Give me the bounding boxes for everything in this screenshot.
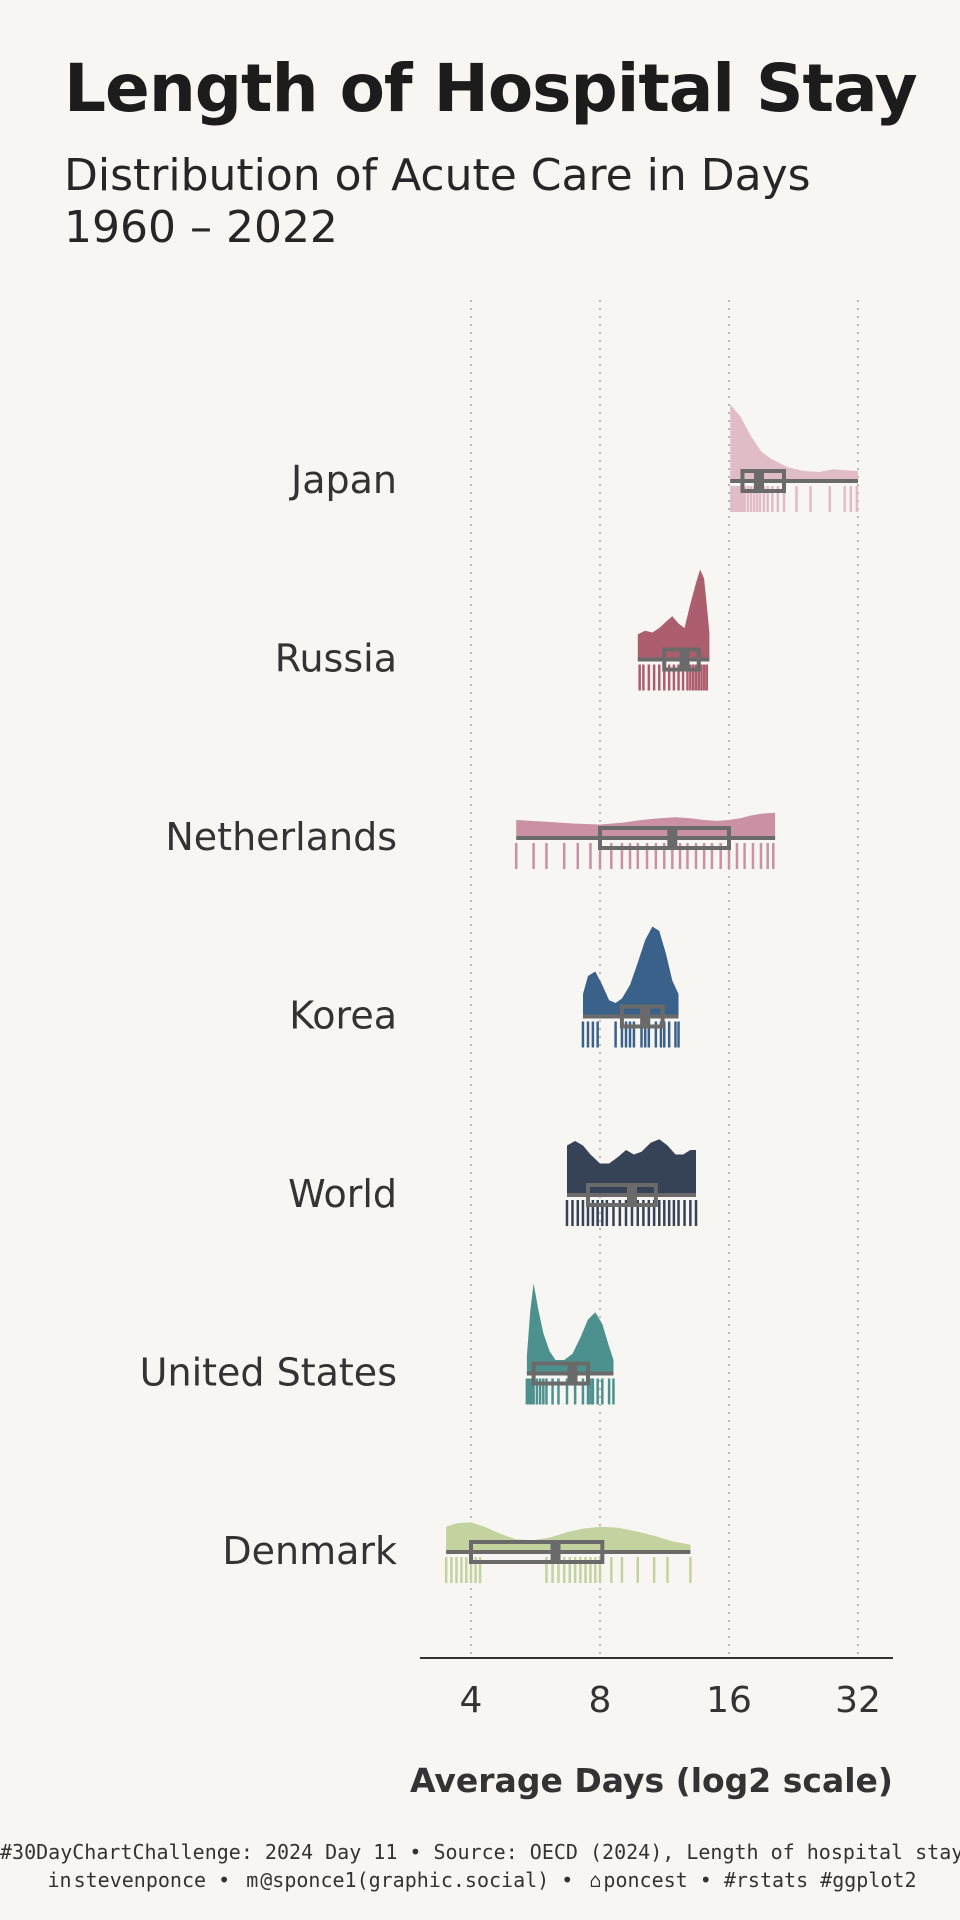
iqr-box bbox=[469, 1540, 605, 1564]
grid-lines bbox=[470, 300, 859, 1655]
x-axis-title: Average Days (log2 scale) bbox=[410, 1761, 893, 1800]
iqr-box bbox=[740, 469, 786, 493]
y-label: Russia bbox=[275, 637, 397, 681]
cloud-netherlands bbox=[514, 812, 776, 869]
caption-line-1: #30DayChartChallenge: 2024 Day 11 • Sour… bbox=[0, 1840, 960, 1864]
median-marker bbox=[550, 1544, 561, 1560]
y-label: World bbox=[288, 1172, 397, 1216]
density-area bbox=[730, 404, 858, 481]
median-marker bbox=[679, 651, 690, 668]
mastodon-handle[interactable]: @sponce1(graphic.social) bbox=[260, 1868, 550, 1892]
median-marker bbox=[754, 473, 765, 489]
cloud-korea bbox=[581, 926, 680, 1048]
caption-line-2: in stevenponce • m @sponce1(graphic.social… bbox=[0, 1866, 960, 1894]
density-area bbox=[567, 1139, 696, 1195]
cloud-united-states bbox=[525, 1283, 615, 1405]
median-marker bbox=[567, 1365, 578, 1382]
linkedin-handle[interactable]: stevenponce bbox=[73, 1868, 207, 1892]
raincloud-chart: Japan Russia Netherlands Korea World United S… bbox=[140, 300, 893, 1800]
cloud-denmark bbox=[444, 1522, 692, 1583]
y-label: Netherlands bbox=[165, 815, 397, 859]
density-area bbox=[526, 1283, 614, 1374]
x-tick-label: 32 bbox=[835, 1680, 881, 1721]
caption-tags: #rstats #ggplot2 bbox=[723, 1868, 917, 1892]
iqr-box bbox=[531, 1361, 590, 1386]
y-label: Japan bbox=[289, 458, 397, 502]
cloud-russia bbox=[637, 569, 710, 691]
cloud-japan bbox=[730, 404, 859, 512]
caption-separator: • bbox=[699, 1868, 712, 1892]
x-tick-label: 8 bbox=[589, 1680, 612, 1721]
y-axis-labels: Japan Russia Netherlands Korea World United S… bbox=[140, 458, 397, 1573]
median-marker bbox=[640, 1008, 651, 1025]
subtitle-years: 1960 – 2022 bbox=[64, 202, 338, 253]
caption-separator: • bbox=[561, 1868, 574, 1892]
iqr-box bbox=[662, 647, 701, 672]
density-area bbox=[637, 569, 710, 660]
clouds bbox=[444, 404, 859, 1583]
y-label: United States bbox=[140, 1351, 397, 1395]
median-marker bbox=[667, 830, 678, 846]
caption: #30DayChartChallenge: 2024 Day 11 • Sour… bbox=[0, 1838, 960, 1894]
x-tick-label: 16 bbox=[706, 1680, 752, 1721]
github-icon[interactable]: ⌂ bbox=[589, 1868, 602, 1892]
x-tick-label: 4 bbox=[460, 1680, 483, 1721]
density-area bbox=[516, 812, 776, 838]
iqr-box bbox=[598, 826, 731, 850]
iqr-box bbox=[585, 1183, 658, 1207]
mastodon-icon[interactable]: m bbox=[246, 1868, 259, 1892]
median-marker bbox=[626, 1187, 637, 1203]
cloud-world bbox=[565, 1139, 698, 1226]
density-area bbox=[583, 926, 679, 1017]
x-axis-ticks: 4 8 16 32 bbox=[460, 1680, 881, 1721]
linkedin-icon[interactable]: in bbox=[47, 1868, 72, 1892]
caption-separator: • bbox=[218, 1868, 231, 1892]
y-label: Denmark bbox=[222, 1529, 397, 1573]
density-area bbox=[446, 1522, 691, 1552]
chart-subtitle: Distribution of Acute Care in Days 1960 … bbox=[64, 150, 811, 254]
chart-title: Length of Hospital Stay bbox=[64, 50, 918, 127]
iqr-box bbox=[619, 1004, 665, 1029]
subtitle-text: Distribution of Acute Care in Days bbox=[64, 150, 811, 201]
github-handle[interactable]: poncest bbox=[603, 1868, 688, 1892]
y-label: Korea bbox=[289, 994, 397, 1038]
